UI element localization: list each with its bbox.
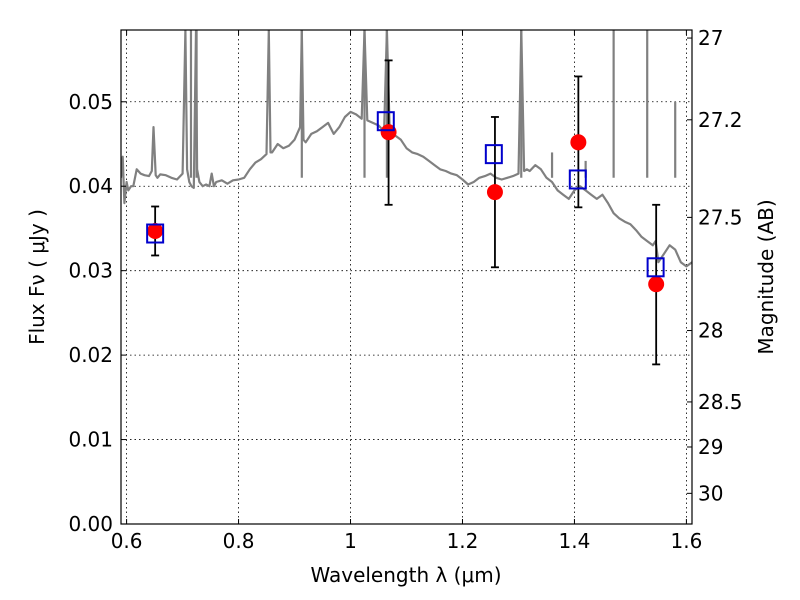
model-photometry-point bbox=[146, 223, 165, 244]
model-photometry-point bbox=[376, 111, 395, 132]
y2-tick-label: 28 bbox=[698, 319, 723, 343]
x-tick-label: 1.4 bbox=[559, 529, 591, 553]
y2-tick-label: 27.2 bbox=[698, 108, 743, 132]
y-tick-label: 0.02 bbox=[68, 343, 113, 367]
y-tick-label: 0.01 bbox=[68, 428, 113, 452]
observed-point bbox=[486, 184, 503, 201]
plot-frame bbox=[120, 29, 693, 525]
observed-point bbox=[570, 134, 587, 151]
observed-point bbox=[648, 276, 665, 293]
model-photometry-point bbox=[646, 257, 665, 278]
ticks: 0.6 0.8 1 1.2 1.4 1.6 0.00 0.01 0.02 0.03 0.04 0.05… bbox=[68, 26, 742, 553]
y2-tick-label: 28.5 bbox=[698, 390, 743, 414]
y2-tick-label: 29 bbox=[698, 435, 723, 459]
spectrum-layer bbox=[121, 30, 692, 268]
y2-tick-label: 27 bbox=[698, 26, 723, 50]
x-tick-label: 1.6 bbox=[670, 529, 702, 553]
y-tick-label: 0.04 bbox=[68, 174, 113, 198]
model-photometry-point bbox=[484, 144, 503, 165]
points-layer bbox=[146, 59, 665, 366]
y-tick-label: 0.00 bbox=[68, 512, 113, 536]
y2-tick-label: 30 bbox=[698, 481, 723, 505]
y-axis-label: Flux Fν ( μJy ) bbox=[25, 209, 49, 345]
y2-axis-label: Magnitude (AB) bbox=[754, 199, 778, 354]
y-tick-label: 0.05 bbox=[68, 90, 113, 114]
x-tick-label: 1 bbox=[344, 529, 357, 553]
observed-point bbox=[147, 222, 164, 239]
x-tick-label: 0.6 bbox=[111, 529, 143, 553]
x-tick-label: 0.8 bbox=[223, 529, 255, 553]
y2-tick-label: 27.5 bbox=[698, 205, 743, 229]
y-tick-label: 0.03 bbox=[68, 259, 113, 283]
observed-point bbox=[380, 124, 397, 141]
x-axis-label: Wavelength λ (μm) bbox=[310, 563, 501, 587]
model-photometry-point bbox=[568, 169, 587, 190]
x-tick-label: 1.2 bbox=[447, 529, 479, 553]
